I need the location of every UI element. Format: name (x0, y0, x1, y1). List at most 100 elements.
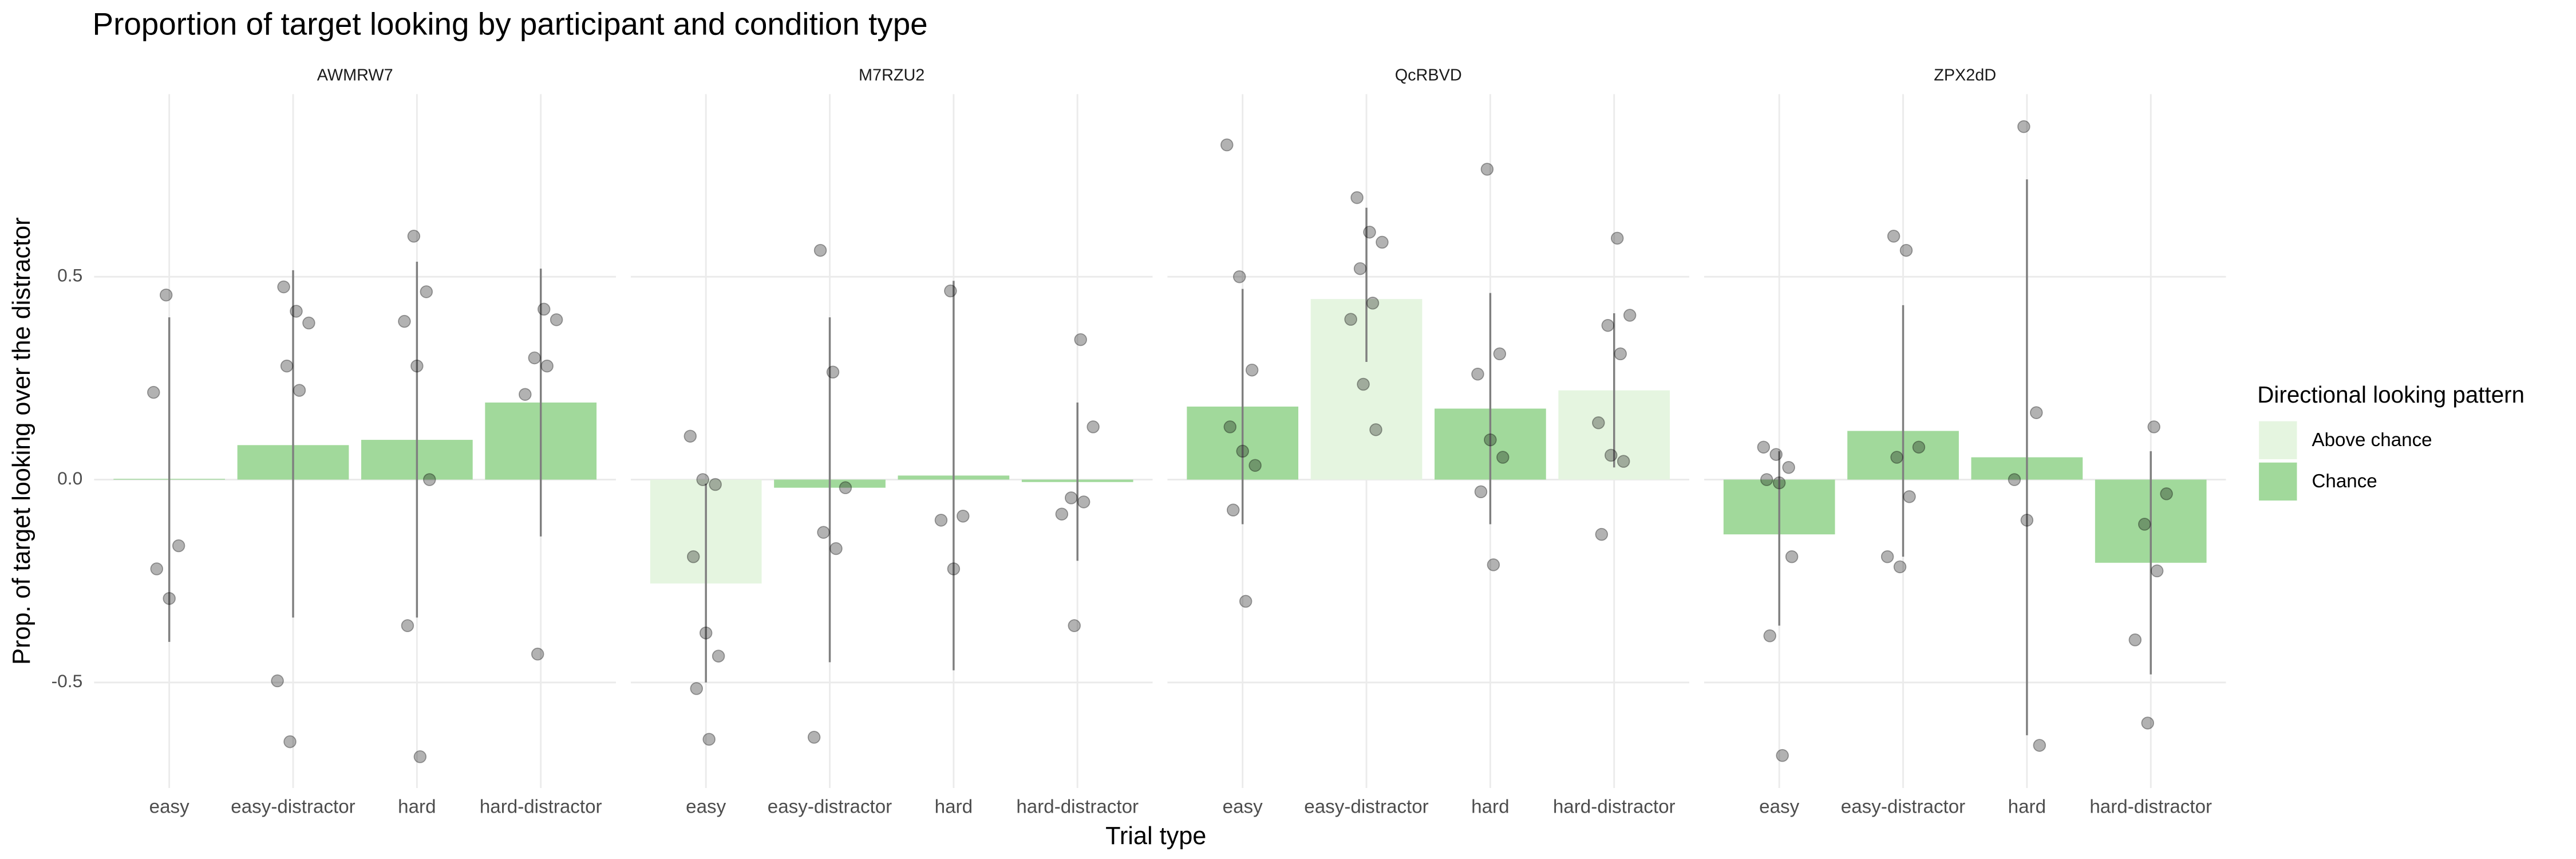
facet-title: M7RZU2 (859, 66, 924, 84)
data-point (1595, 527, 1609, 541)
data-point (709, 478, 722, 491)
data-point (686, 550, 700, 564)
data-point (1357, 377, 1370, 391)
data-point (1350, 191, 1364, 204)
data-point (813, 243, 827, 257)
data-point (1353, 262, 1367, 275)
data-point (2017, 120, 2030, 133)
facet-title: AWMRW7 (317, 66, 393, 84)
y-tick-label: 0.5 (57, 265, 82, 286)
data-point (1249, 459, 1262, 472)
data-point (696, 473, 709, 486)
data-point (712, 649, 725, 663)
data-point (1903, 490, 1916, 503)
data-point (1344, 313, 1357, 326)
data-point (1077, 495, 1091, 509)
data-point (1623, 309, 1637, 322)
data-point (2030, 406, 2043, 419)
data-point (1239, 594, 1253, 608)
data-point (2150, 564, 2164, 578)
data-point (2033, 739, 2046, 752)
data-point (150, 562, 164, 576)
data-point (1068, 619, 1081, 632)
x-tick-label: hard-distractor (2089, 796, 2212, 817)
x-tick-label: easy (686, 796, 726, 817)
legend-label: Above chance (2312, 430, 2432, 451)
data-point (290, 305, 303, 318)
data-point (280, 359, 294, 373)
x-tick-label: hard (398, 796, 436, 817)
x-tick-label: hard-distractor (480, 796, 602, 817)
x-tick-label: hard (2008, 796, 2046, 817)
legend-key (2259, 462, 2297, 501)
x-tick-label: easy-distractor (768, 796, 892, 817)
data-point (1245, 363, 1259, 377)
data-point (537, 302, 551, 316)
data-point (271, 674, 284, 688)
data-point (1760, 473, 1773, 486)
data-point (401, 619, 414, 632)
data-point (1484, 433, 1497, 447)
data-point (1880, 550, 1894, 564)
data-point (2008, 473, 2021, 486)
data-point (293, 384, 306, 397)
data-point (1493, 347, 1507, 361)
data-point (550, 313, 563, 326)
data-point (398, 314, 411, 328)
data-point (934, 514, 948, 527)
data-point (1496, 451, 1510, 464)
x-axis-title: Trial type (1105, 822, 1206, 850)
data-point (1480, 163, 1494, 176)
data-point (1899, 243, 1913, 257)
data-point (690, 682, 703, 695)
data-point (1610, 231, 1624, 245)
data-point (159, 288, 173, 302)
data-point (1487, 558, 1500, 572)
data-point (410, 359, 424, 373)
x-tick-label: easy-distractor (231, 796, 355, 817)
facet-title: QcRBVD (1395, 66, 1462, 84)
data-point (2128, 633, 2142, 647)
data-point (1232, 270, 1246, 283)
y-axis-title: Prop. of target looking over the distrac… (8, 218, 35, 665)
data-point (1785, 550, 1799, 564)
x-tick-label: easy-distractor (1304, 796, 1428, 817)
data-point (1782, 460, 1795, 474)
data-point (1617, 455, 1630, 468)
data-point (1363, 226, 1376, 239)
legend-label: Chance (2312, 471, 2377, 492)
data-point (277, 280, 290, 294)
data-point (1474, 485, 1488, 499)
data-point (1893, 560, 1907, 574)
data-point (1223, 420, 1237, 434)
data-point (2160, 487, 2173, 501)
data-point (1601, 319, 1615, 332)
data-point (540, 359, 554, 373)
data-point (817, 526, 830, 539)
data-point (1776, 749, 1789, 762)
data-point (2147, 420, 2160, 434)
data-point (1376, 235, 1389, 249)
data-point (699, 626, 713, 640)
data-point (531, 647, 544, 661)
data-point (283, 735, 297, 748)
data-point (1912, 440, 1926, 454)
data-point (1055, 507, 1069, 521)
legend-key (2259, 421, 2297, 459)
data-point (423, 473, 436, 486)
y-tick-label: -0.5 (52, 671, 83, 691)
data-point (1369, 423, 1382, 436)
chart-title: Proportion of target looking by particip… (93, 6, 928, 42)
data-point (1220, 138, 1234, 152)
data-point (413, 750, 427, 763)
x-tick-label: easy (149, 796, 189, 817)
data-point (147, 385, 160, 399)
data-point (2141, 716, 2154, 730)
data-point (1769, 448, 1783, 461)
data-point (1890, 451, 1903, 464)
data-point (1074, 333, 1087, 346)
data-point (163, 592, 176, 605)
data-point (1757, 440, 1771, 454)
data-point (826, 365, 840, 379)
